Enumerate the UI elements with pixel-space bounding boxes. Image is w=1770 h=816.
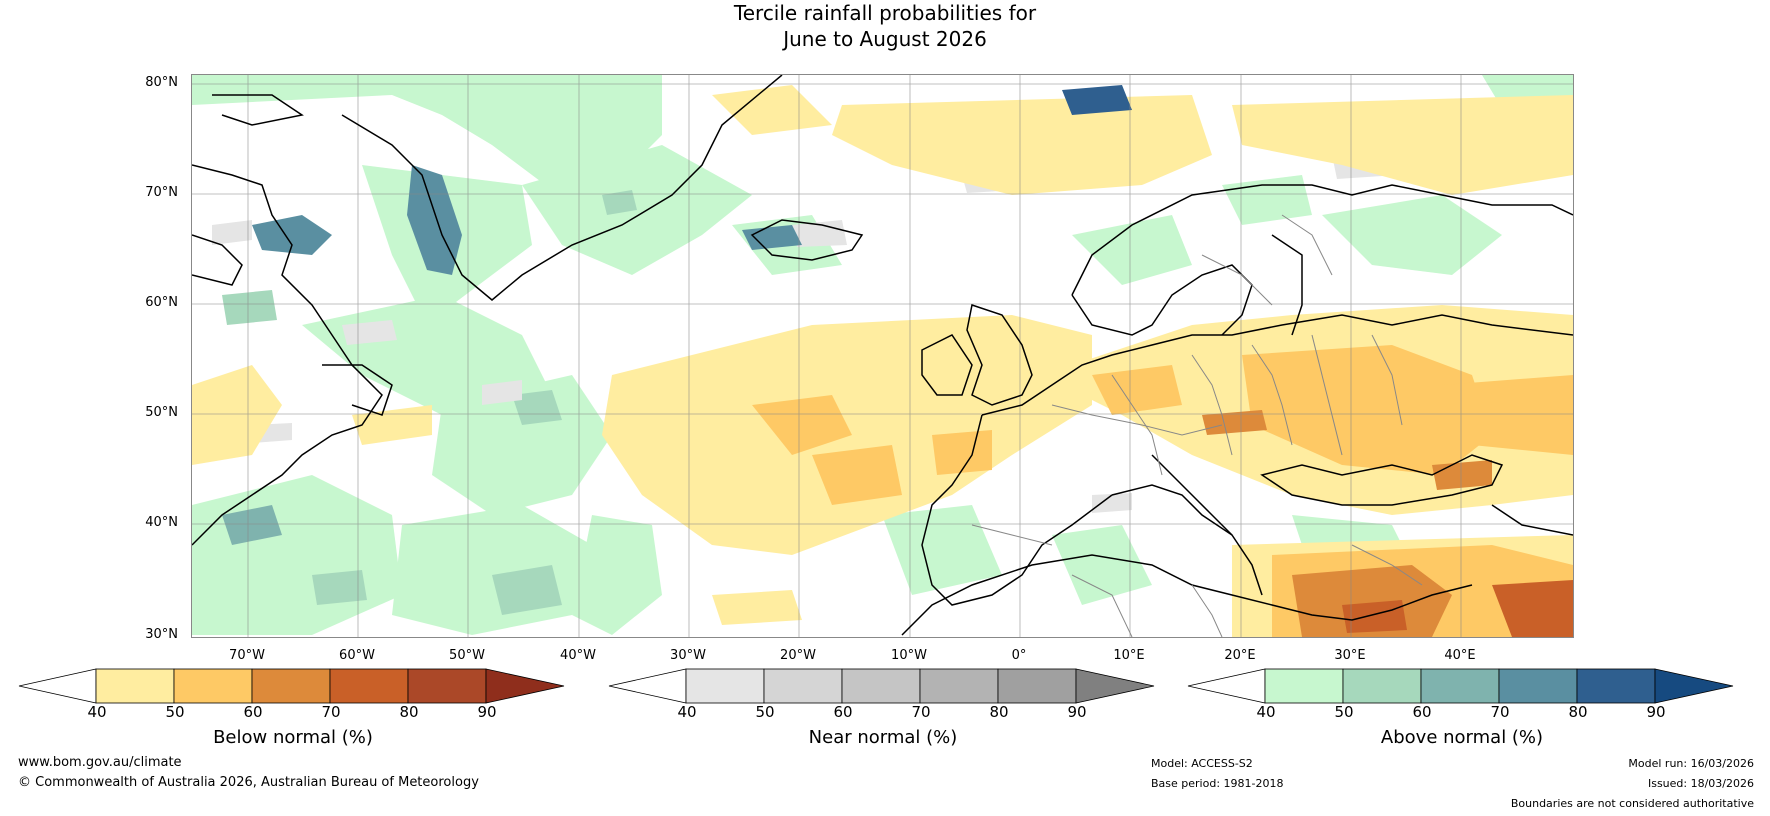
country-borders [971, 214, 1423, 637]
colorbar-segment [763, 668, 843, 704]
coastlines [192, 75, 1573, 636]
base-period: Base period: 1981-2018 [1151, 777, 1284, 790]
colorbar-high-extension [1654, 668, 1734, 704]
cb-near-tick: 40 [677, 703, 697, 721]
map-title-line1: Tercile rainfall probabilities for [733, 1, 1037, 25]
lat-label-60n: 60°N [145, 295, 178, 310]
below-normal-colorbar [18, 668, 565, 704]
colorbar-segment [407, 668, 487, 704]
colorbar-segment [841, 668, 921, 704]
issued-date: Issued: 18/03/2026 [1647, 777, 1754, 790]
copyright: © Commonwealth of Australia 2026, Austra… [18, 775, 479, 790]
map-title-line2: June to August 2026 [783, 27, 987, 51]
cb-below-tick: 40 [87, 703, 107, 721]
lat-label-80n: 80°N [145, 75, 178, 90]
lat-label-70n: 70°N [145, 185, 178, 200]
colorbar-segment [919, 668, 999, 704]
cb-below-tick: 50 [165, 703, 185, 721]
near-normal-colorbar [608, 668, 1155, 704]
colorbar-segment [1576, 668, 1656, 704]
lon-label-20w: 20°W [780, 648, 816, 663]
above-normal-label: Above normal (%) [1380, 727, 1544, 748]
cb-above-tick: 40 [1256, 703, 1276, 721]
lon-label-40w: 40°W [560, 648, 596, 663]
colorbar-segment [95, 668, 175, 704]
rainfall-probability-map [191, 74, 1574, 638]
below-normal-label: Below normal (%) [213, 727, 373, 748]
cb-above-tick: 80 [1568, 703, 1588, 721]
colorbar-high-extension [485, 668, 565, 704]
colorbar-segment [173, 668, 253, 704]
above-normal-high-regions [222, 190, 637, 615]
cb-near-tick: 50 [755, 703, 775, 721]
lon-label-30e: 30°E [1334, 648, 1366, 663]
colorbar-low-extension [1187, 668, 1266, 704]
cb-above-tick: 90 [1646, 703, 1666, 721]
lon-label-60w: 60°W [339, 648, 375, 663]
colorbar-segment [685, 668, 765, 704]
colorbar-segment [1264, 668, 1344, 704]
colorbar-segment [997, 668, 1077, 704]
lon-label-20e: 20°E [1224, 648, 1256, 663]
colorbar-low-extension [18, 668, 97, 704]
lon-label-30w: 30°W [670, 648, 706, 663]
cb-above-tick: 50 [1334, 703, 1354, 721]
colorbar-high-extension [1075, 668, 1155, 704]
cb-below-tick: 90 [477, 703, 497, 721]
colorbar-segment [1342, 668, 1422, 704]
graticule [192, 75, 1573, 637]
bom-url[interactable]: www.bom.gov.au/climate [18, 755, 182, 770]
cb-below-tick: 70 [321, 703, 341, 721]
cb-near-tick: 70 [911, 703, 931, 721]
above-normal-colorbar [1187, 668, 1734, 704]
near-normal-label: Near normal (%) [808, 727, 958, 748]
colorbar-segment [1420, 668, 1500, 704]
colorbar-segment [329, 668, 409, 704]
colorbar-segment [1498, 668, 1578, 704]
map-title: Tercile rainfall probabilities for June … [0, 0, 1770, 52]
cb-below-tick: 80 [399, 703, 419, 721]
lat-label-50n: 50°N [145, 405, 178, 420]
cb-above-tick: 60 [1412, 703, 1432, 721]
lon-label-50w: 50°W [449, 648, 485, 663]
lon-label-10e: 10°E [1113, 648, 1145, 663]
cb-near-tick: 80 [989, 703, 1009, 721]
lon-label-40e: 40°E [1444, 648, 1476, 663]
model-run-date: Model run: 16/03/2026 [1628, 757, 1754, 770]
cb-below-tick: 60 [243, 703, 263, 721]
lat-label-40n: 40°N [145, 515, 178, 530]
lon-label-10w: 10°W [891, 648, 927, 663]
model-name: Model: ACCESS-S2 [1151, 757, 1253, 770]
lon-label-0: 0° [1011, 648, 1027, 663]
lat-label-30n: 30°N [145, 627, 178, 642]
map-canvas [192, 75, 1573, 637]
boundaries-disclaimer: Boundaries are not considered authoritat… [1510, 797, 1754, 810]
lon-label-70w: 70°W [229, 648, 265, 663]
cb-near-tick: 90 [1067, 703, 1087, 721]
cb-above-tick: 70 [1490, 703, 1510, 721]
colorbar-low-extension [608, 668, 687, 704]
colorbar-segment [251, 668, 331, 704]
cb-near-tick: 60 [833, 703, 853, 721]
